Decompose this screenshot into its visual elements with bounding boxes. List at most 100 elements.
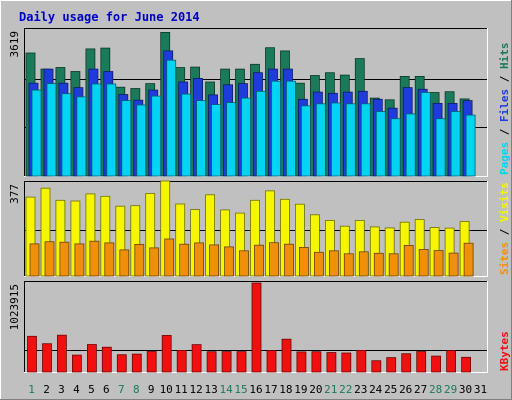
panel-visits-sites: 377 Sites / Visits bbox=[8, 180, 511, 277]
bar-kbytes bbox=[356, 349, 367, 373]
x-tick-label: 8 bbox=[133, 383, 140, 396]
bar-sites bbox=[448, 252, 459, 277]
x-tick-label: 14 bbox=[219, 383, 233, 396]
bar-pages bbox=[166, 59, 177, 177]
x-tick-label: 5 bbox=[88, 383, 95, 396]
legend-part: / bbox=[498, 122, 511, 142]
bar-kbytes bbox=[206, 351, 217, 373]
y-axis-max-label: 3619 bbox=[8, 31, 21, 58]
bar-kbytes bbox=[72, 354, 82, 373]
bar-sites bbox=[59, 241, 70, 277]
bar-kbytes bbox=[101, 346, 112, 373]
bar-sites bbox=[358, 251, 369, 277]
x-tick-label: 29 bbox=[444, 383, 457, 396]
bar-sites bbox=[463, 242, 474, 277]
bar-kbytes bbox=[431, 355, 442, 373]
x-axis-day-labels: 1 2 3 4 5 6 7 8 9 10 11 12 13 14 15 16 17 18 19 20 21 22 23 24 2… bbox=[28, 383, 487, 396]
bar-kbytes bbox=[87, 344, 97, 373]
bar-sites bbox=[328, 250, 339, 277]
bar-sites bbox=[313, 251, 324, 277]
bar-kbytes bbox=[281, 338, 292, 373]
bar-kbytes bbox=[296, 351, 307, 373]
legend-part: KBytes bbox=[498, 331, 511, 371]
bar-kbytes bbox=[446, 350, 457, 373]
bar-sites bbox=[224, 246, 235, 277]
bar-kbytes bbox=[221, 351, 232, 373]
bar-sites bbox=[74, 243, 85, 277]
bar-kbytes bbox=[341, 352, 352, 373]
x-tick-label: 26 bbox=[399, 383, 412, 396]
panel-legend-label: Sites / Visits bbox=[498, 182, 511, 275]
bar-pages bbox=[181, 93, 192, 177]
x-tick-label: 2 bbox=[43, 383, 50, 396]
x-tick-label: 13 bbox=[204, 383, 217, 396]
bar-pages bbox=[420, 92, 431, 177]
x-tick-label: 15 bbox=[234, 383, 247, 396]
bar-pages bbox=[196, 100, 207, 177]
bar-kbytes bbox=[116, 354, 127, 373]
series-sites bbox=[29, 238, 474, 277]
x-tick-label: 20 bbox=[309, 383, 322, 396]
series-kbytes bbox=[27, 282, 472, 373]
bar-pages bbox=[330, 102, 341, 177]
bar-kbytes bbox=[401, 353, 412, 373]
bar-sites bbox=[239, 250, 249, 277]
legend-part: / bbox=[498, 222, 511, 242]
x-tick-label: 9 bbox=[148, 383, 155, 396]
panel-legend-label: KBytes bbox=[498, 331, 511, 371]
x-tick-label: 23 bbox=[354, 383, 367, 396]
x-tick-label: 28 bbox=[429, 383, 442, 396]
bar-pages bbox=[46, 83, 57, 177]
bar-sites bbox=[373, 252, 384, 277]
bar-sites bbox=[388, 253, 399, 277]
bar-kbytes bbox=[191, 344, 202, 373]
bar-pages bbox=[300, 105, 311, 177]
bar-kbytes bbox=[266, 350, 277, 373]
panel-legend-label: Pages / Files / Hits bbox=[498, 43, 511, 176]
y-axis-max-label: 377 bbox=[8, 184, 21, 204]
legend-part: Sites bbox=[498, 242, 511, 275]
bar-sites bbox=[104, 242, 115, 277]
chart-title: Daily usage for June 2014 bbox=[19, 10, 200, 24]
bar-pages bbox=[106, 83, 117, 177]
legend-part: Visits bbox=[498, 182, 511, 222]
bar-pages bbox=[136, 104, 147, 177]
bar-kbytes bbox=[27, 335, 37, 373]
legend-part: / bbox=[498, 69, 511, 89]
bar-pages bbox=[121, 100, 132, 177]
bar-sites bbox=[179, 243, 190, 277]
x-tick-label: 22 bbox=[339, 383, 352, 396]
bar-kbytes bbox=[416, 351, 427, 373]
bar-sites bbox=[119, 249, 130, 277]
bar-pages bbox=[315, 103, 326, 177]
bar-pages bbox=[435, 118, 446, 177]
bar-kbytes bbox=[326, 352, 337, 373]
bar-kbytes bbox=[131, 353, 142, 373]
bar-pages bbox=[375, 111, 386, 177]
legend-part: Files bbox=[498, 89, 511, 122]
bar-pages bbox=[345, 103, 356, 177]
bar-pages bbox=[271, 80, 281, 177]
bar-pages bbox=[465, 114, 476, 177]
bar-sites bbox=[134, 243, 145, 277]
bar-kbytes bbox=[146, 351, 157, 373]
bar-sites bbox=[298, 246, 309, 277]
bar-pages bbox=[31, 89, 42, 177]
chart-panels: 3619 Pages / Files / Hits 377 Sites / Visit… bbox=[8, 28, 511, 373]
x-tick-label: 27 bbox=[414, 383, 427, 396]
bar-pages bbox=[76, 96, 87, 177]
bar-sites bbox=[433, 250, 444, 277]
bar-sites bbox=[29, 243, 40, 277]
bar-kbytes bbox=[161, 334, 172, 373]
bar-sites bbox=[284, 243, 294, 277]
panel-hits-files-pages: 3619 Pages / Files / Hits bbox=[8, 28, 511, 177]
bar-kbytes bbox=[311, 351, 322, 373]
legend-part: Pages bbox=[498, 142, 511, 175]
bar-pages bbox=[360, 103, 371, 177]
bar-kbytes bbox=[461, 356, 472, 373]
bar-pages bbox=[450, 111, 461, 177]
x-tick-label: 24 bbox=[369, 383, 383, 396]
x-tick-label: 16 bbox=[249, 383, 262, 396]
